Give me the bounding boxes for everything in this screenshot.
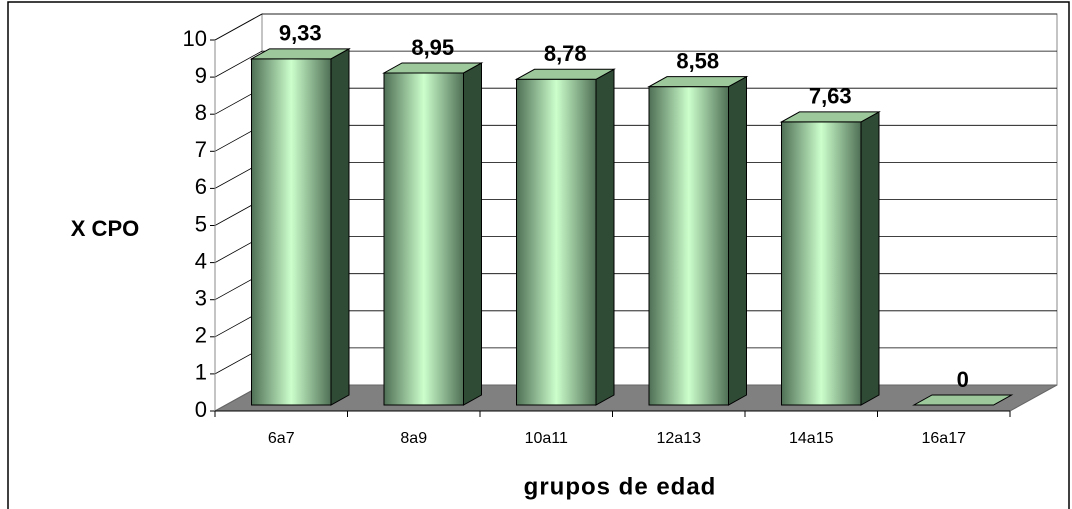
y-tick-label: 8 [195, 100, 207, 125]
y-axis-label: X CPO [71, 216, 139, 241]
value-label: 9,33 [279, 21, 322, 46]
x-tick-label: 14a15 [789, 430, 834, 447]
y-tick-label: 4 [195, 248, 207, 273]
value-label: 7,63 [809, 84, 852, 109]
x-tick-label: 10a11 [525, 430, 568, 447]
bar [781, 121, 862, 406]
value-label: 8,58 [676, 48, 719, 73]
bar-side [463, 62, 482, 406]
bar [648, 86, 729, 406]
y-tick-label: 7 [195, 137, 207, 162]
bar-top [912, 394, 1014, 406]
bar-top [779, 111, 881, 123]
bar-side [728, 75, 747, 406]
y-tick-label: 0 [195, 397, 207, 422]
bar-side [595, 68, 615, 406]
bar-top [514, 68, 616, 80]
y-tick-label: 6 [195, 174, 207, 199]
bar [516, 78, 597, 406]
grid-line [214, 13, 263, 41]
value-label: 8,78 [544, 41, 587, 66]
bar-side [860, 111, 880, 406]
y-tick-label: 5 [195, 211, 207, 236]
bar-top [382, 62, 484, 74]
grid-line [214, 50, 263, 78]
x-tick-label: 6a7 [268, 430, 295, 447]
x-tick-label: 16a17 [922, 430, 967, 447]
y-tick-label: 3 [195, 286, 207, 311]
y-tick-label: 1 [195, 360, 207, 385]
bar [251, 58, 332, 406]
y-tick-label: 2 [195, 323, 207, 348]
value-label: 8,95 [411, 35, 454, 60]
bar-side [330, 48, 350, 406]
value-label: 0 [957, 367, 969, 392]
y-tick-label: 9 [195, 63, 207, 88]
x-axis-label: grupos de edad [524, 473, 717, 500]
bar-top [249, 48, 351, 60]
bar [383, 72, 464, 406]
x-tick-label: 12a13 [657, 430, 702, 447]
bar-top [647, 76, 749, 88]
y-tick-label: 10 [183, 26, 207, 51]
x-tick-label: 8a9 [400, 430, 427, 447]
